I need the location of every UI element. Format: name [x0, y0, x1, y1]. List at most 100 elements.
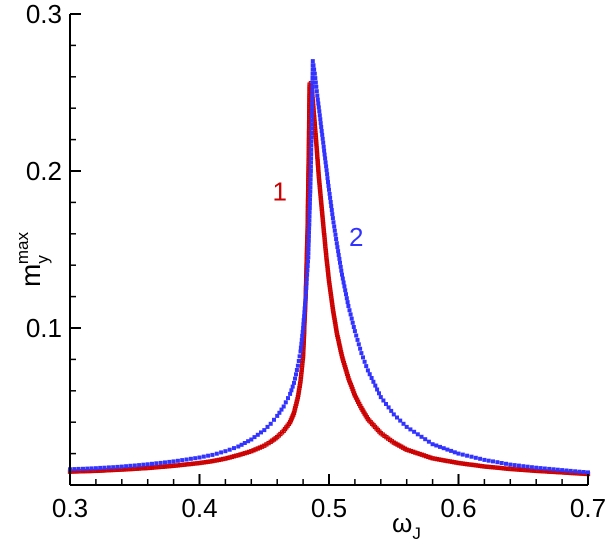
- series-2-point: [306, 247, 311, 252]
- series-1-point: [117, 467, 122, 472]
- series-1-point: [318, 193, 323, 199]
- series-2-point: [495, 460, 500, 465]
- series-1-point: [293, 403, 298, 409]
- series-2-point: [167, 459, 172, 464]
- series-2-point: [322, 152, 327, 157]
- series-2-point: [364, 364, 369, 369]
- x-tick-label: 0.3: [52, 493, 88, 523]
- series-2-point: [555, 467, 560, 472]
- series-2-point: [361, 355, 365, 360]
- series-1-point: [323, 250, 329, 256]
- series-2-point: [303, 298, 308, 303]
- series-2-point: [308, 181, 313, 186]
- series-1-point: [419, 452, 424, 457]
- series-2-point: [330, 216, 335, 221]
- series-1-point: [299, 367, 304, 373]
- series-2-point: [309, 147, 314, 152]
- series-1-point: [321, 228, 326, 233]
- series-2-point: [349, 316, 354, 321]
- series-2-point: [111, 465, 116, 470]
- series-2-point: [275, 413, 280, 418]
- series-2-point: [292, 380, 296, 385]
- series-2-point: [362, 359, 367, 364]
- series-2-point: [551, 467, 556, 472]
- series-1-point: [87, 468, 92, 474]
- series-1-point: [317, 185, 322, 190]
- series-2-point: [426, 439, 431, 444]
- series-1-point: [516, 467, 522, 472]
- series-2-point: [375, 387, 380, 392]
- series-2-point: [141, 462, 146, 467]
- series-1-point: [113, 467, 118, 473]
- series-2-point: [288, 391, 293, 396]
- series-2-point: [327, 191, 332, 196]
- series-2-point: [327, 187, 331, 192]
- series-2-point: [384, 402, 388, 406]
- series-2-point: [373, 383, 378, 388]
- series-2-point: [415, 432, 420, 437]
- series-2-point: [434, 443, 439, 448]
- series-1-point: [315, 161, 320, 166]
- series-2-point: [334, 241, 339, 246]
- series-2-point: [449, 448, 454, 453]
- series-1-point: [164, 464, 170, 469]
- series-1-point: [259, 444, 265, 449]
- series-1-point: [175, 463, 181, 468]
- series-1-point: [296, 390, 301, 395]
- series-2-point: [338, 264, 343, 269]
- series-2-point: [356, 342, 361, 347]
- series-2-point: [304, 277, 309, 282]
- series-2-point: [306, 259, 310, 264]
- series-1-point: [324, 252, 329, 258]
- series-2-point: [297, 354, 302, 359]
- series-1-point: [471, 462, 476, 468]
- series-2-point: [309, 131, 314, 135]
- series-2-point: [328, 195, 333, 200]
- series-2-point: [299, 337, 304, 342]
- series-1-point: [334, 330, 339, 335]
- series-1-point: [456, 460, 461, 466]
- series-2-point: [332, 224, 337, 229]
- series-1-point: [340, 356, 345, 361]
- series-2-point: [115, 464, 120, 469]
- series-1-point: [299, 365, 305, 370]
- series-2-point: [482, 457, 487, 462]
- series-2-point: [344, 292, 348, 297]
- series-2-point: [124, 464, 129, 469]
- series-2-point: [381, 398, 386, 403]
- series-1-point: [238, 452, 243, 457]
- series-1-point: [295, 397, 300, 402]
- series-2-point: [395, 415, 399, 420]
- series-2-point: [358, 346, 363, 351]
- series-2-point: [334, 237, 339, 241]
- series-1-point: [508, 466, 513, 472]
- series-2-point: [307, 206, 312, 210]
- series-2-point: [331, 220, 336, 225]
- series-1-point: [297, 381, 303, 386]
- series-1-point: [404, 447, 409, 452]
- series-1-point: [523, 467, 528, 473]
- series-2-point: [369, 376, 374, 380]
- series-2-point: [337, 256, 342, 261]
- series-1-point: [298, 376, 303, 382]
- series-1-point: [445, 458, 450, 464]
- series-1-point: [108, 467, 114, 473]
- series-2-point: [306, 243, 311, 247]
- series-2-point: [289, 388, 294, 393]
- series-1-point: [234, 453, 239, 458]
- series-2-point: [309, 114, 314, 118]
- series-2-point: [312, 71, 317, 76]
- series-2-point: [391, 412, 396, 417]
- series-1-point: [434, 456, 440, 462]
- series-1-point: [315, 152, 320, 157]
- series-1-point: [182, 462, 187, 467]
- series-1-point: [295, 394, 301, 400]
- series-2-point: [389, 408, 394, 413]
- series-1-point: [327, 283, 332, 288]
- series-2-point: [309, 109, 314, 114]
- y-axis-label-sup: max: [13, 232, 32, 265]
- series-1-point: [323, 244, 328, 249]
- series-2-point: [310, 97, 315, 102]
- series-2-point: [197, 455, 202, 460]
- series-1-point: [257, 445, 263, 450]
